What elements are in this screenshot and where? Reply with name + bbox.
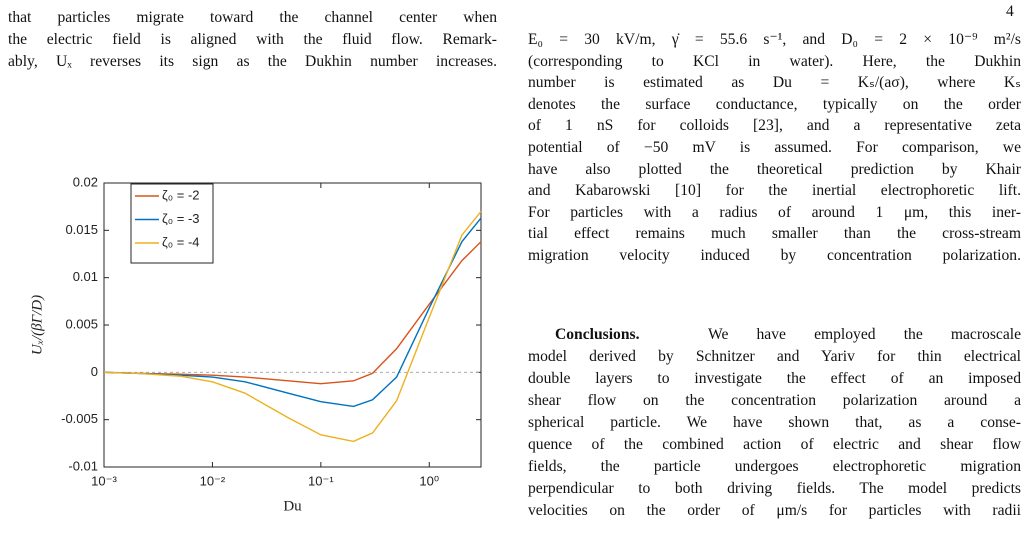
text-line: (corresponding to KCl in water). Here, t… [528,52,1021,70]
text-line: tial effect remains much smaller than th… [528,225,1021,243]
text-line: have also plotted the theoretical predic… [528,160,1021,178]
section-heading: Conclusions. [555,326,640,343]
text-line: denotes the surface conductance, typical… [528,95,1021,113]
text-line: spherical particle. We have shown that, … [528,414,1021,431]
text-line: that particles migrate toward the channe… [8,9,497,26]
text-line: quence of the combined action of electri… [528,436,1021,453]
x-tick-label: 10⁻² [200,473,226,488]
text-line: of 1 nS for colloids [23], and a represe… [528,117,1021,135]
page-number: 4 [1006,3,1014,20]
text-line: double layers to investigate the effect … [528,370,1021,387]
text-line: E₀ = 30 kV/m, γ̇ = 55.6 s⁻¹, and D₀ = 2 … [528,31,1021,48]
y-tick-label: -0.01 [68,458,98,473]
text-line: ably, Uₓ reverses its sign as the Dukhin… [8,53,497,70]
y-tick-label: -0.005 [61,411,98,426]
legend-label: ζ₀ = -2 [162,187,200,202]
series-line [103,217,482,408]
text-line: and Kabarowski [10] for the inertial ele… [528,182,1021,200]
x-tick-label: 10⁰ [419,473,439,488]
text-line: velocities on the order of μm/s for part… [528,502,1021,519]
text-line: For particles with a radius of around 1 … [528,203,1021,221]
text-line: We have employed the macroscale [708,326,1021,343]
y-axis-label: Uₓ/(βΓ/D) [29,295,45,355]
chart: -0.01 -0.005 0 0.005 0.01 0.015 0.02 10⁻³ 10⁻² 10… [29,174,482,514]
legend-label: ζ₀ = -4 [162,234,200,249]
series-line [103,210,482,443]
y-tick-label: 0.005 [65,316,98,331]
legend: ζ₀ = -2 ζ₀ = -3 ζ₀ = -4 [130,183,214,264]
text-line: model derived by Schnitzer and Yariv for… [528,348,1021,365]
text-line: the electric field is aligned with the f… [8,31,497,48]
y-tick-label: 0.015 [65,222,98,237]
y-tick-label: 0.01 [73,269,98,284]
y-tick-label: 0 [91,364,98,379]
text-line: potential of −50 mV is assumed. For comp… [528,139,1021,156]
legend-box [130,183,214,264]
text-line: shear flow on the concentration polariza… [528,392,1021,409]
x-tick-label: 10⁻¹ [308,473,334,488]
text-line: migration velocity induced by concentrat… [528,247,1021,264]
y-tick-label: 0.02 [73,174,98,189]
x-axis-label: Du [283,498,302,514]
x-tick-label: 10⁻³ [91,473,117,488]
series-line [103,241,482,385]
text-line: perpendicular to both driving fields. Th… [528,480,1021,497]
text-line: number is estimated as Du = Kₛ/(aσ), whe… [528,74,1021,92]
legend-label: ζ₀ = -3 [162,211,200,226]
text-line: fields, the particle undergoes electroph… [528,458,1021,475]
